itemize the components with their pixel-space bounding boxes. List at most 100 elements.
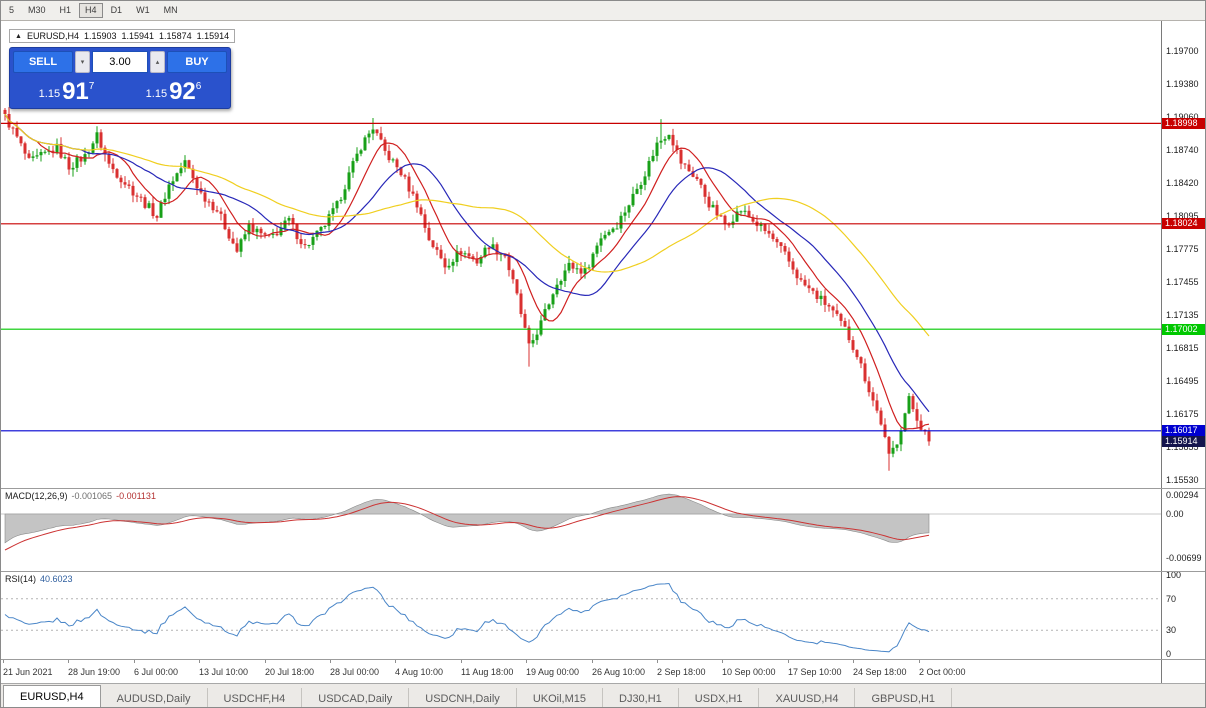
hline-price-tag: 1.18998 [1162, 117, 1205, 129]
chart-tab-usdchf-h4[interactable]: USDCHF,H4 [208, 688, 303, 707]
time-tick [395, 659, 396, 663]
chart-tab-gbpusd-h1[interactable]: GBPUSD,H1 [855, 688, 953, 707]
timeframe-button-d1[interactable]: D1 [110, 5, 123, 15]
price-tick-label: 1.16815 [1166, 343, 1199, 353]
time-tick [592, 659, 593, 663]
time-tick-label: 19 Aug 00:00 [526, 667, 580, 677]
time-tick [657, 659, 658, 663]
time-tick-label: 17 Sep 10:00 [788, 667, 842, 677]
timeframe-button-h1[interactable]: H1 [59, 5, 72, 15]
price-tick-label: 1.15530 [1166, 475, 1199, 485]
rsi-tick-label: 100 [1166, 570, 1182, 580]
timeframe-button-w1[interactable]: W1 [136, 5, 150, 15]
chart-tab-dj30-h1[interactable]: DJ30,H1 [603, 688, 679, 707]
timeframe-button-5[interactable]: 5 [9, 5, 15, 15]
time-tick-label: 6 Jul 00:00 [134, 667, 179, 677]
hline-price-tag: 1.16017 [1162, 425, 1205, 437]
price-tick-label: 1.19700 [1166, 46, 1199, 56]
lot-size-input[interactable] [92, 51, 148, 73]
price-chart-pane[interactable]: ▲ EURUSD,H4 1.15903 1.15941 1.15874 1.15… [1, 21, 1161, 488]
rsi-canvas [1, 582, 1161, 653]
price-tick-label: 1.17775 [1166, 244, 1199, 254]
sell-button[interactable]: SELL [13, 51, 73, 73]
moving-average-lines [4, 113, 930, 430]
chart-tab-eurusd-h4[interactable]: EURUSD,H4 [3, 685, 101, 707]
price-tick-label: 1.17135 [1166, 310, 1199, 320]
time-tick [461, 659, 462, 663]
rsi-indicator-pane[interactable]: RSI(14) 40.6023 [1, 571, 1161, 659]
time-tick [330, 659, 331, 663]
time-tick-label: 2 Sep 18:00 [657, 667, 706, 677]
time-tick [134, 659, 135, 663]
time-tick-label: 4 Aug 10:00 [395, 667, 444, 677]
symbol-period-label: EURUSD,H4 [26, 31, 79, 41]
chart-tab-usdcad-daily[interactable]: USDCAD,Daily [302, 688, 410, 707]
time-tick-label: 20 Jul 18:00 [265, 667, 315, 677]
time-tick [199, 659, 200, 663]
buy-button[interactable]: BUY [167, 51, 227, 73]
pane-divider[interactable] [1, 488, 1205, 489]
chart-tab-xauusd-h4[interactable]: XAUUSD,H4 [759, 688, 856, 707]
time-tick-label: 21 Jun 2021 [3, 667, 53, 677]
time-tick-label: 2 Oct 00:00 [919, 667, 966, 677]
sell-price[interactable]: 1.15 91 7 [38, 78, 95, 105]
price-tick-label: 1.16175 [1166, 409, 1199, 419]
price-tick-label: 1.16495 [1166, 376, 1199, 386]
macd-tick-label: -0.00699 [1166, 553, 1202, 564]
timeframe-toolbar: 5 M30 H1 H4 D1 W1 MN [1, 1, 1205, 21]
pane-divider[interactable] [1, 571, 1205, 572]
price-chart-canvas[interactable] [1, 21, 1161, 488]
candlestick-series [3, 107, 931, 471]
price-tick-label: 1.18095 [1166, 211, 1199, 221]
macd-label: MACD(12,26,9) -0.001065 -0.001131 [5, 491, 156, 501]
buy-price[interactable]: 1.15 92 6 [145, 78, 202, 105]
price-tick-label: 1.19380 [1166, 79, 1199, 89]
time-tick [526, 659, 527, 663]
timeframe-button-m30[interactable]: M30 [28, 5, 46, 15]
chart-tab-bar: EURUSD,H4 AUDUSD,Daily USDCHF,H4 USDCAD,Dai… [1, 683, 1205, 707]
time-tick [788, 659, 789, 663]
time-tick-label: 10 Sep 00:00 [722, 667, 776, 677]
ohlc-info: ▲ EURUSD,H4 1.15903 1.15941 1.15874 1.15… [9, 29, 236, 43]
time-tick [265, 659, 266, 663]
time-tick [722, 659, 723, 663]
price-scale[interactable]: 1.19700 1.19380 1.19060 1.18740 1.18420 1.180… [1161, 21, 1205, 683]
price-tick-label: 1.17455 [1166, 277, 1199, 287]
price-tick-label: 1.19060 [1166, 112, 1199, 122]
time-tick-label: 24 Sep 18:00 [853, 667, 907, 677]
rsi-line [4, 582, 930, 653]
macd-indicator-pane[interactable]: MACD(12,26,9) -0.001065 -0.001131 [1, 488, 1161, 571]
close-value: 1.15914 [196, 31, 230, 41]
chart-tab-audusd-daily[interactable]: AUDUSD,Daily [101, 688, 208, 707]
macd-canvas [1, 493, 1161, 551]
rsi-tick-label: 0 [1166, 649, 1172, 659]
time-tick-label: 26 Aug 10:00 [592, 667, 646, 677]
macd-tick-label: 0.00 [1166, 509, 1184, 519]
chart-tab-usdx-h1[interactable]: USDX,H1 [679, 688, 760, 707]
time-tick-label: 13 Jul 10:00 [199, 667, 249, 677]
rsi-tick-label: 30 [1166, 625, 1177, 636]
one-click-collapse-icon[interactable]: ▲ [15, 32, 22, 40]
high-value: 1.15941 [121, 31, 155, 41]
time-tick [3, 659, 4, 663]
time-tick-label: 28 Jul 00:00 [330, 667, 380, 677]
timeframe-button-mn[interactable]: MN [163, 5, 178, 15]
time-scale[interactable]: 21 Jun 2021 28 Jun 19:00 6 Jul 00:00 13 Jul… [1, 659, 1161, 683]
lot-decrease-button[interactable]: ▾ [75, 51, 90, 73]
price-tick-label: 1.18740 [1166, 145, 1199, 155]
horizontal-lines[interactable] [1, 122, 1161, 432]
rsi-tick-label: 70 [1166, 593, 1177, 604]
macd-histogram [4, 493, 930, 544]
hline-price-tag: 1.17002 [1162, 323, 1205, 335]
current-price-tag: 1.15914 [1162, 435, 1205, 447]
chart-tab-ukoil-m15[interactable]: UKOil,M15 [517, 688, 603, 707]
time-tick [919, 659, 920, 663]
time-tick-label: 28 Jun 19:00 [68, 667, 121, 677]
lot-increase-button[interactable]: ▴ [150, 51, 165, 73]
low-value: 1.15874 [159, 31, 192, 41]
time-tick-label: 11 Aug 18:00 [461, 667, 514, 677]
chart-tab-usdcnh-daily[interactable]: USDCNH,Daily [409, 688, 517, 707]
timeframe-button-h4[interactable]: H4 [79, 3, 103, 18]
